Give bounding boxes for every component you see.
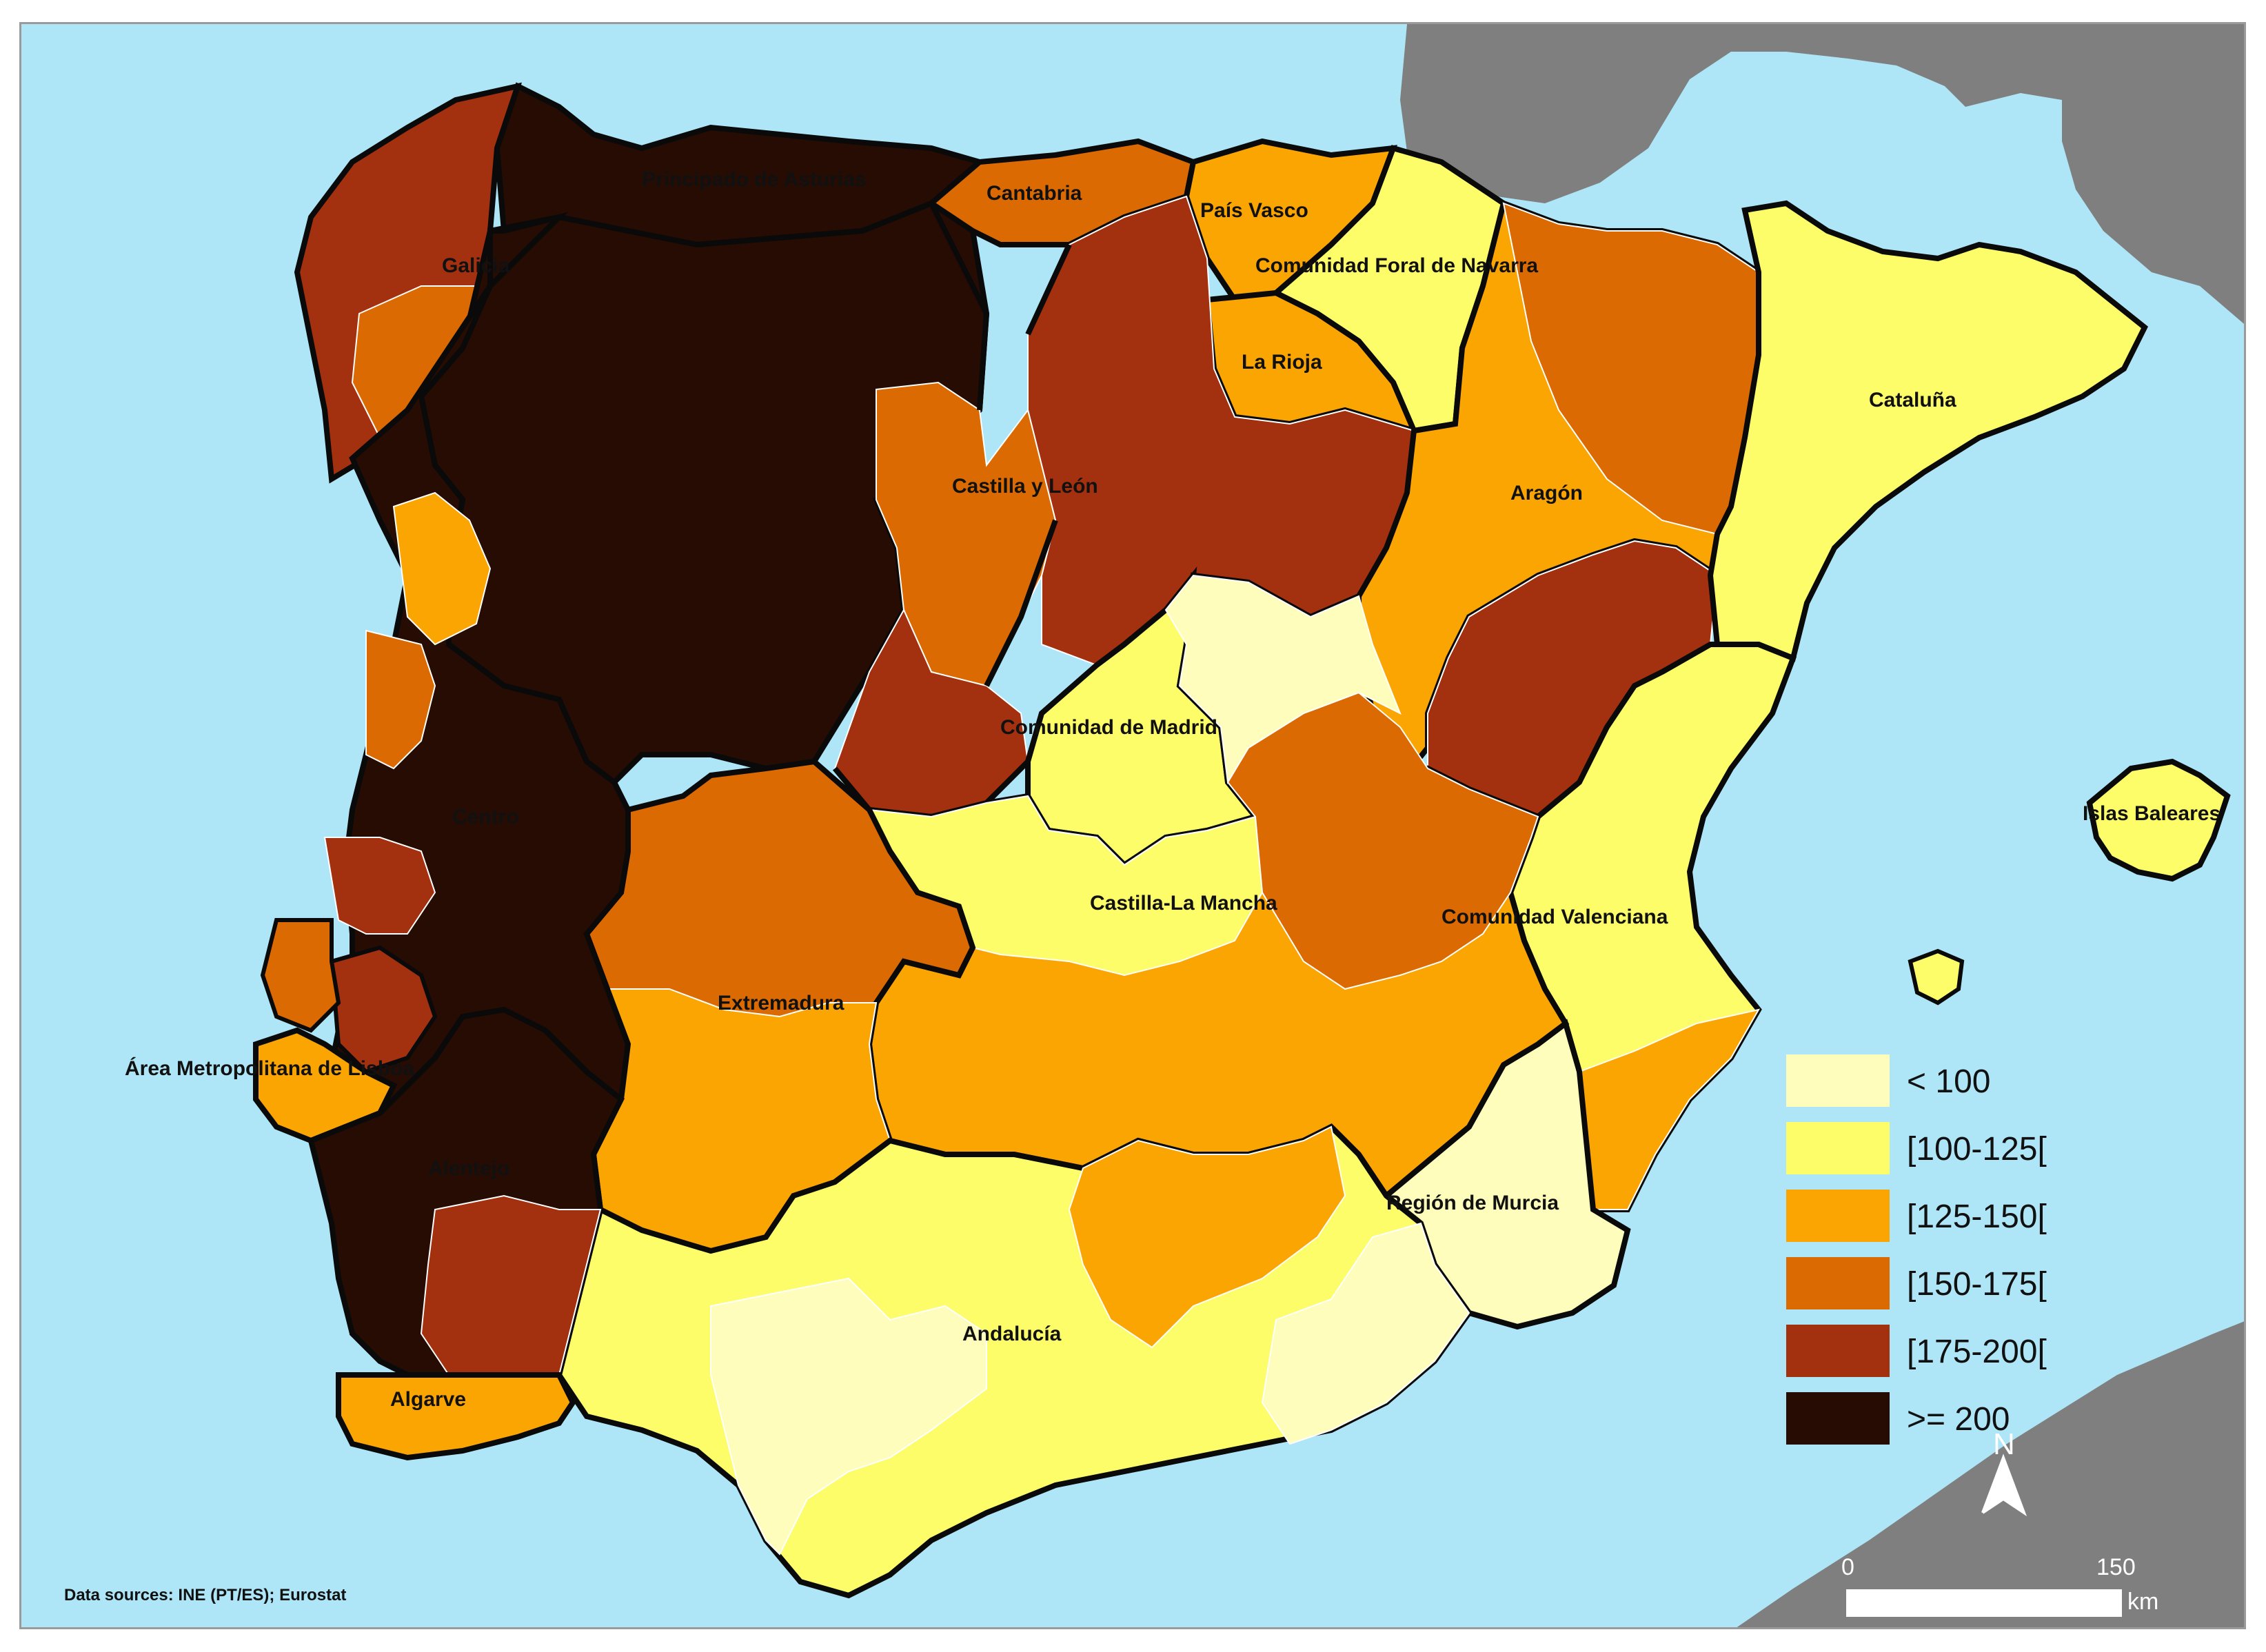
- region-baleares-ibiza[interactable]: [1908, 948, 1965, 1006]
- legend-swatch: [1786, 1257, 1890, 1309]
- legend-label: >= 200: [1907, 1401, 2010, 1438]
- scale-max-label: 150: [2096, 1554, 2136, 1580]
- region-lisboa[interactable]: [253, 1027, 398, 1144]
- label-murcia: Región de Murcia: [1386, 1192, 1559, 1214]
- legend-swatch: [1786, 1190, 1890, 1242]
- label-andalucia: Andalucía: [962, 1323, 1062, 1345]
- label-madrid: Comunidad de Madrid: [1000, 716, 1217, 739]
- label-valenciana: Comunidad Valenciana: [1441, 906, 1668, 928]
- legend-label: [175-200[: [1907, 1334, 2047, 1370]
- scale-unit-label: km: [2127, 1589, 2159, 1615]
- map-canvas: Galicia Principado de Asturias Cantabria…: [125, 24, 2244, 1627]
- france-land: [1400, 24, 2244, 324]
- region-algarve[interactable]: [336, 1372, 576, 1461]
- source-note: Data sources: INE (PT/ES); Eurostat: [64, 1586, 347, 1604]
- legend-item: [175-200[: [1786, 1325, 2172, 1380]
- label-castilla-leon: Castilla y León: [952, 475, 1098, 498]
- label-navarra: Comunidad Foral de Navarra: [1255, 254, 1538, 277]
- legend-label: [125-150[: [1907, 1199, 2047, 1235]
- scale-bar: [1846, 1589, 2122, 1617]
- region-centro-orange[interactable]: [392, 491, 492, 646]
- label-lisboa: Área Metropolitana de Lisboa: [125, 1057, 414, 1080]
- label-pais-vasco: País Vasco: [1200, 199, 1308, 222]
- region-andalucia-jaen[interactable]: [1068, 1125, 1346, 1349]
- scale-zero-label: 0: [1841, 1554, 1854, 1580]
- legend-swatch: [1786, 1325, 1890, 1377]
- legend-swatch: [1786, 1054, 1890, 1107]
- legend-swatch: [1786, 1392, 1890, 1445]
- label-cataluna: Cataluña: [1869, 389, 1956, 411]
- africa-land: [1737, 1321, 2244, 1627]
- legend-label: [150-175[: [1907, 1266, 2047, 1303]
- label-asturias: Principado de Asturias: [642, 168, 867, 191]
- label-cantabria: Cantabria: [987, 182, 1082, 205]
- north-arrow-icon: N: [1981, 1427, 2027, 1517]
- label-la-rioja: La Rioja: [1242, 351, 1322, 374]
- region-alentejo-brown[interactable]: [420, 1194, 602, 1376]
- region-andalucia-west-light[interactable]: [710, 1277, 987, 1556]
- legend-item: [125-150[: [1786, 1190, 2172, 1245]
- region-centro-coast-orange[interactable]: [260, 918, 341, 1033]
- region-centro-brown-coast[interactable]: [365, 629, 436, 770]
- label-alentejo: Alentejo: [428, 1157, 509, 1180]
- region-castilla-mancha-ne[interactable]: [1164, 574, 1402, 784]
- map-frame: Galicia Principado de Asturias Cantabria…: [19, 22, 2246, 1629]
- label-galicia: Galicia: [442, 254, 510, 277]
- label-castilla-mancha: Castilla-La Mancha: [1090, 892, 1277, 915]
- region-lisboa-brown[interactable]: [329, 945, 438, 1074]
- region-cataluna[interactable]: [1707, 200, 2149, 662]
- castilla-leon-border: [832, 202, 1168, 820]
- legend-swatch: [1786, 1122, 1890, 1174]
- label-aragon: Aragón: [1510, 482, 1583, 504]
- region-baleares[interactable]: [2086, 758, 2231, 882]
- label-extremadura: Extremadura: [718, 992, 844, 1014]
- region-castilla-leon-west-orange[interactable]: [876, 381, 1057, 687]
- region-castilla-mancha-east[interactable]: [1226, 691, 1539, 990]
- legend-label: [100-125[: [1907, 1131, 2047, 1167]
- label-centro: Centro: [452, 806, 519, 828]
- legend-label: < 100: [1907, 1063, 1991, 1100]
- north-label: N: [1993, 1427, 2015, 1461]
- legend-item: [100-125[: [1786, 1122, 2172, 1177]
- label-algarve: Algarve: [390, 1388, 466, 1411]
- legend-item: [150-175[: [1786, 1257, 2172, 1312]
- legend-item: < 100: [1786, 1054, 2172, 1110]
- label-baleares: Islas Baleares: [2083, 802, 2221, 825]
- region-andalucia-east-light[interactable]: [1261, 1222, 1470, 1445]
- legend-item: >= 200: [1786, 1392, 2172, 1447]
- region-centro-brown-mid[interactable]: [323, 837, 436, 935]
